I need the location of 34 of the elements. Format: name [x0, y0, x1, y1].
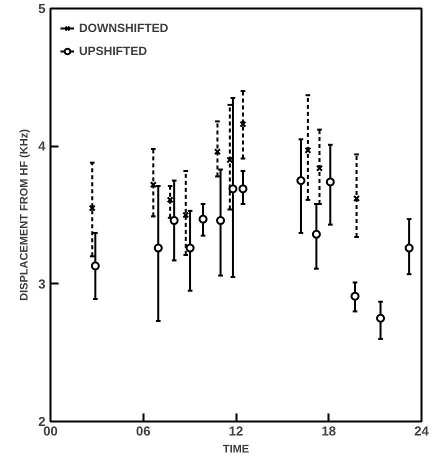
point: [304, 146, 312, 154]
point: [170, 216, 179, 225]
legend-label: UPSHIFTED: [79, 44, 148, 58]
x-tick-label: 24: [414, 424, 430, 438]
point: [238, 184, 248, 194]
x-tick-label: 00: [43, 424, 58, 438]
point: [228, 184, 238, 194]
x-axis-title: TIME: [222, 444, 250, 456]
x-tick-label: 06: [136, 424, 150, 438]
point: [312, 230, 321, 239]
point: [239, 120, 246, 128]
y-tick-label: 4: [38, 138, 46, 154]
x-tick-label: 12: [228, 424, 244, 438]
y-axis-title: DISPLACEMENT FROM HF (KHz): [18, 128, 30, 301]
point: [326, 177, 335, 186]
x-tick-label: 18: [322, 424, 336, 438]
point: [214, 148, 221, 156]
y-tick-label: 5: [38, 1, 46, 16]
point: [216, 216, 226, 225]
point: [154, 244, 163, 253]
point: [350, 292, 360, 301]
point: [376, 314, 386, 323]
point: [296, 176, 306, 186]
point: [316, 164, 323, 172]
point: [198, 214, 208, 224]
point: [90, 261, 100, 270]
y-tick-label: 3: [38, 276, 46, 292]
point: [353, 195, 360, 202]
point: [182, 212, 190, 218]
point: [88, 204, 96, 212]
point: [404, 244, 414, 253]
legend-label: DOWNSHIFTED: [79, 21, 168, 35]
point: [166, 196, 174, 204]
point: [186, 244, 195, 253]
